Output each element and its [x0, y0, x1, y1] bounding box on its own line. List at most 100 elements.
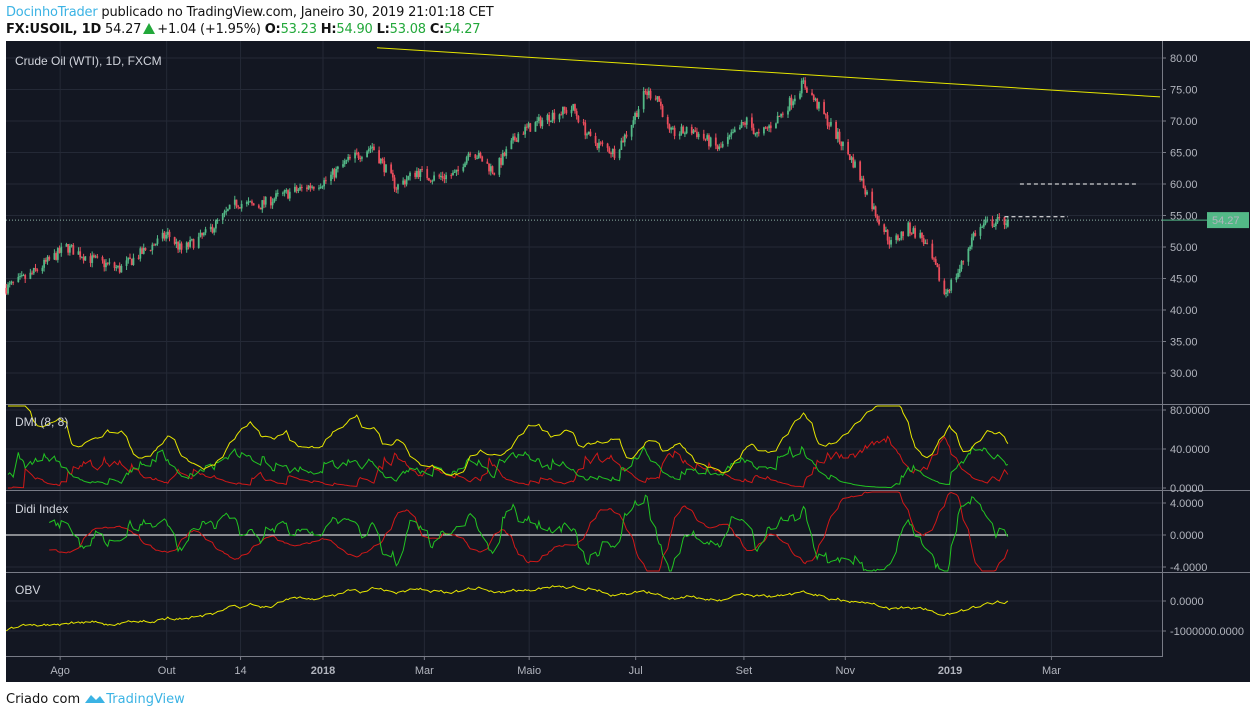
candle [967, 248, 970, 262]
candle [474, 154, 477, 159]
candle [594, 136, 597, 144]
candle [878, 219, 880, 225]
candle [649, 90, 652, 99]
obv-line [5, 585, 1009, 632]
tradingview-link[interactable]: TradingView [106, 692, 185, 707]
candle [972, 233, 975, 238]
candle [431, 180, 434, 182]
price-tick-label: 80.00 [1170, 53, 1198, 65]
candle [65, 244, 68, 247]
published-text: publicado no TradingView.com, Janeiro 30… [97, 5, 494, 20]
candle [428, 178, 430, 181]
candle [790, 97, 793, 106]
candle [866, 191, 868, 195]
candle [914, 228, 917, 238]
candle [43, 259, 45, 268]
candle [68, 245, 71, 253]
candle [902, 231, 904, 237]
candle [860, 178, 863, 181]
candle [211, 226, 214, 233]
author-link[interactable]: DocinhoTrader [6, 5, 98, 20]
candle [646, 91, 649, 96]
candle [235, 199, 238, 207]
candle [690, 126, 693, 134]
candle [443, 177, 446, 180]
candle [814, 98, 817, 100]
candle [958, 269, 961, 274]
candle [481, 156, 484, 162]
candle [830, 121, 832, 126]
candle [247, 201, 250, 203]
candle [306, 187, 308, 190]
candle [318, 187, 320, 189]
candle [84, 256, 87, 261]
obv-legend[interactable]: OBV [15, 583, 40, 597]
candle [309, 185, 312, 188]
candle [44, 259, 47, 262]
chart-background [6, 41, 1250, 682]
chart[interactable]: 80.00 75.00 70.00 65.00 60.00 55.00 50.00 45.00… [0, 0, 1258, 690]
last-price-badge [1207, 212, 1249, 229]
candle [252, 203, 255, 206]
candle [409, 172, 411, 177]
candle [714, 137, 717, 146]
candle [189, 240, 192, 247]
candle [635, 113, 638, 117]
indicator-tick-label: -1000000.0000 [1170, 626, 1244, 638]
candle [221, 213, 224, 220]
indicator-tick-label: 4.0000 [1170, 498, 1204, 510]
candle [981, 226, 984, 228]
candle [323, 180, 326, 187]
candle [960, 261, 963, 270]
candle [900, 231, 903, 239]
candle [345, 159, 348, 161]
candle [151, 244, 154, 251]
candle [957, 273, 959, 278]
candle [934, 259, 937, 265]
candle [718, 146, 721, 150]
candle [489, 166, 492, 172]
candle [433, 175, 435, 181]
candle [180, 243, 183, 250]
candle [187, 242, 190, 247]
candle [450, 175, 453, 177]
candle [393, 177, 396, 189]
candle [175, 241, 178, 244]
candle [666, 117, 669, 125]
candle [476, 158, 478, 160]
candle [294, 186, 296, 192]
candle [991, 219, 994, 227]
candle [589, 131, 592, 137]
candle [505, 149, 508, 156]
candle [732, 132, 734, 134]
candle [105, 262, 107, 268]
candle [726, 136, 729, 144]
candle [787, 110, 789, 115]
candle [56, 248, 59, 260]
candle [826, 115, 829, 126]
candle [41, 267, 44, 272]
candle [539, 117, 542, 127]
dmi-legend[interactable]: DMI (8, 8) [15, 415, 68, 429]
candle [209, 226, 212, 230]
candle [692, 130, 695, 134]
candle [836, 131, 839, 139]
price-tick-label: 40.00 [1170, 305, 1198, 317]
didi-legend[interactable]: Didi Index [15, 502, 68, 516]
candle [493, 172, 496, 175]
candle [273, 198, 276, 203]
indicator-tick-label: 80.0000 [1170, 405, 1210, 417]
candle [890, 239, 892, 245]
candle [24, 275, 27, 279]
time-tick-label: Set [736, 665, 753, 677]
candle [898, 238, 901, 240]
up-arrow-icon [143, 23, 156, 34]
candle [390, 164, 393, 173]
candle [383, 160, 386, 173]
candle [534, 122, 537, 132]
candle [381, 158, 384, 161]
candle [769, 125, 772, 129]
candle [682, 126, 685, 134]
created-with-text: Criado com [6, 692, 81, 707]
indicator-tick-label: -4.0000 [1170, 562, 1207, 574]
